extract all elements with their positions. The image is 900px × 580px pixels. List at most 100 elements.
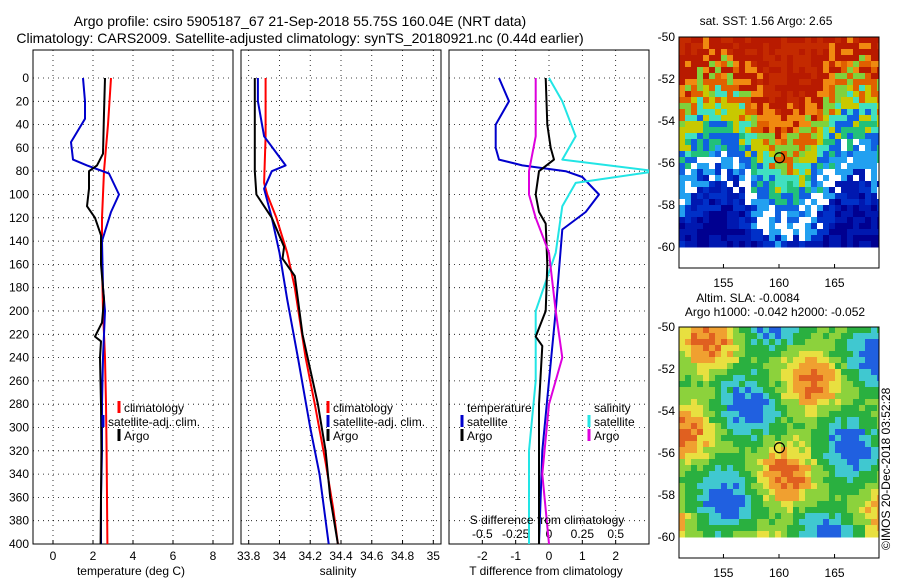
map-cell bbox=[769, 169, 776, 176]
map-cell bbox=[853, 241, 860, 248]
map-cell bbox=[793, 363, 800, 370]
map-cell bbox=[715, 61, 722, 68]
map-cell bbox=[721, 417, 728, 424]
map-cell bbox=[769, 37, 776, 44]
map-cell bbox=[697, 423, 704, 430]
map-cell bbox=[853, 229, 860, 236]
map-cell bbox=[757, 519, 764, 526]
map-cell bbox=[805, 357, 812, 364]
map-cell bbox=[871, 531, 878, 538]
series-line-s-argo bbox=[528, 78, 564, 544]
map-cell bbox=[865, 381, 872, 388]
series-line-argo bbox=[253, 78, 339, 544]
map-cell bbox=[835, 399, 842, 406]
map-cell bbox=[685, 43, 692, 50]
map-cell bbox=[877, 187, 879, 194]
map-cell bbox=[775, 411, 782, 418]
map-cell bbox=[793, 223, 800, 230]
map-cell bbox=[691, 205, 698, 212]
map-cell bbox=[853, 447, 860, 454]
map-cell bbox=[817, 175, 824, 182]
map-cell bbox=[871, 193, 878, 200]
imos-watermark: ©IMOS 20-Dec-2018 03:52:28 bbox=[879, 387, 893, 550]
map-cell bbox=[733, 441, 740, 448]
map-cell bbox=[823, 163, 830, 170]
map-cell bbox=[835, 357, 842, 364]
map-cell bbox=[811, 501, 818, 508]
map-cell bbox=[829, 495, 836, 502]
map-cell bbox=[745, 133, 752, 140]
map-cell bbox=[823, 175, 830, 182]
temperature-legend: climatology satellite-adj. clim. Argo bbox=[101, 401, 200, 443]
map-cell bbox=[679, 73, 686, 80]
map-cell bbox=[805, 193, 812, 200]
map-cell bbox=[685, 115, 692, 122]
map-cell bbox=[763, 441, 770, 448]
map-cell bbox=[793, 241, 800, 248]
y-tick-label: 180 bbox=[9, 281, 29, 295]
map-cell bbox=[823, 441, 830, 448]
map-cell bbox=[865, 187, 872, 194]
map-cell bbox=[865, 115, 872, 122]
map-cell bbox=[685, 519, 692, 526]
map-cell bbox=[871, 217, 878, 224]
map-cell bbox=[805, 459, 812, 466]
map-cell bbox=[835, 495, 842, 502]
map-cell bbox=[757, 157, 764, 164]
map-cell bbox=[763, 351, 770, 358]
map-cell bbox=[823, 447, 830, 454]
map-cell bbox=[787, 67, 794, 74]
map-cell bbox=[847, 351, 854, 358]
map-cell bbox=[817, 519, 824, 526]
map-cell bbox=[709, 435, 716, 442]
map-cell bbox=[829, 43, 836, 50]
map-cell bbox=[853, 465, 860, 472]
map-cell bbox=[847, 399, 854, 406]
map-cell bbox=[691, 133, 698, 140]
map-cell bbox=[775, 157, 782, 164]
x-tick-label: 8 bbox=[210, 549, 217, 563]
map-y-tick-label: -56 bbox=[658, 446, 676, 460]
map-cell bbox=[775, 429, 782, 436]
map-cell bbox=[727, 193, 734, 200]
map-cell bbox=[715, 357, 722, 364]
map-cell bbox=[715, 127, 722, 134]
map-cell bbox=[829, 157, 836, 164]
map-cell bbox=[763, 531, 770, 538]
map-cell bbox=[691, 381, 698, 388]
map-cell bbox=[703, 501, 710, 508]
map-cell bbox=[859, 423, 866, 430]
map-cell bbox=[841, 417, 848, 424]
map-cell bbox=[793, 97, 800, 104]
map-cell bbox=[781, 435, 788, 442]
panel-frame bbox=[240, 49, 442, 545]
map-cell bbox=[685, 37, 692, 44]
map-cell bbox=[817, 447, 824, 454]
map-cell bbox=[697, 393, 704, 400]
map-cell bbox=[685, 423, 692, 430]
map-cell bbox=[733, 417, 740, 424]
map-cell bbox=[691, 67, 698, 74]
map-cell bbox=[703, 91, 710, 98]
map-cell bbox=[703, 405, 710, 412]
map-cell bbox=[829, 187, 836, 194]
map-cell bbox=[727, 187, 734, 194]
map-cell bbox=[871, 151, 878, 158]
map-cell bbox=[709, 91, 716, 98]
map-cell bbox=[865, 525, 872, 532]
map-cell bbox=[685, 351, 692, 358]
map-cell bbox=[877, 49, 879, 56]
map-cell bbox=[697, 459, 704, 466]
map-cell bbox=[871, 405, 878, 412]
map-cell bbox=[853, 85, 860, 92]
map-cell bbox=[841, 199, 848, 206]
map-cell bbox=[709, 49, 716, 56]
map-cell bbox=[877, 345, 879, 352]
map-cell bbox=[865, 91, 872, 98]
map-cell bbox=[805, 97, 812, 104]
map-cell bbox=[727, 133, 734, 140]
map-cell bbox=[787, 217, 794, 224]
map-cell bbox=[811, 471, 818, 478]
map-cell bbox=[853, 175, 860, 182]
map-cell bbox=[805, 157, 812, 164]
